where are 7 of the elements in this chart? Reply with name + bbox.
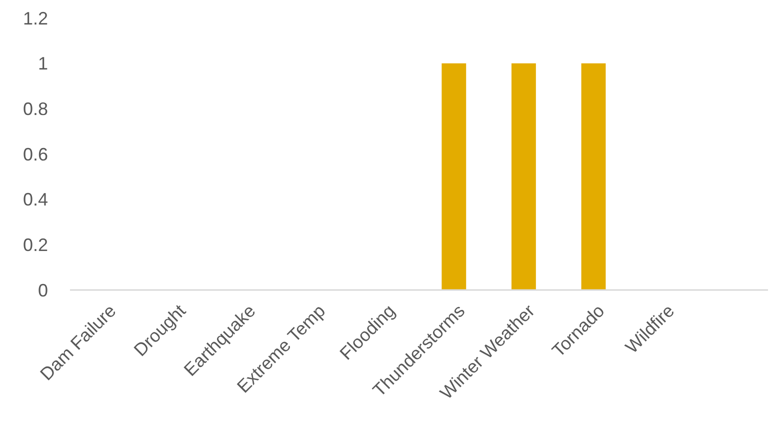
y-tick-label: 0.4 — [22, 190, 48, 210]
y-tick-label: 0 — [38, 280, 48, 300]
y-tick-label: 1 — [38, 54, 48, 74]
y-tick-label: 1.2 — [22, 8, 48, 28]
y-tick-label: 0.6 — [22, 144, 48, 164]
y-tick-label: 0.2 — [22, 234, 48, 255]
y-tick-label: 0.8 — [22, 98, 48, 119]
